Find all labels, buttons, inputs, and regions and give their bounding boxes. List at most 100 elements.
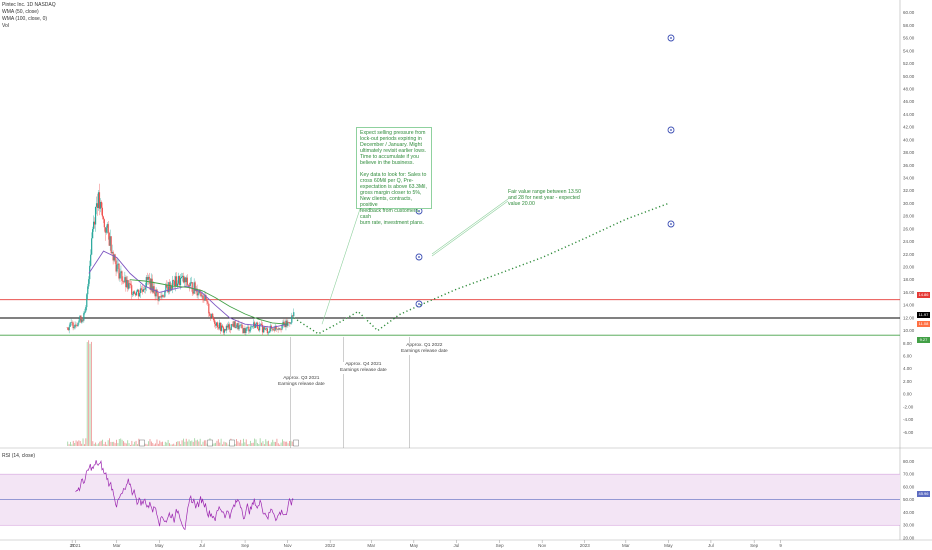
candle-body [166,284,168,287]
candle-body [213,318,215,321]
candle-body [82,319,84,321]
volume-bar [81,443,83,446]
earnings-marker-icon[interactable] [293,439,299,447]
volume-bar [99,441,101,446]
earnings-marker-icon[interactable] [229,439,235,447]
y-tick-label: 32.00 [903,188,915,193]
candle-body [276,328,278,330]
candle-body [265,328,268,329]
volume-bar [215,442,216,446]
y-tick-label: 20.00 [903,265,915,270]
candle-body [229,328,231,331]
volume-bar [273,441,275,446]
volume-bar [153,444,155,446]
volume-bar [198,441,200,446]
candle-body [186,277,188,285]
candle-body [69,322,71,327]
rsi-legend[interactable]: RSI (14, close) [2,453,36,459]
candle-body [252,326,254,327]
price-target-marker[interactable] [667,126,675,134]
candle-body [149,278,151,290]
analysis-note-1[interactable]: Expect selling pressure from lock-out pe… [356,127,432,226]
legend-wma100[interactable]: WMA (100, close, 0) [2,16,48,22]
candle-body [143,289,145,290]
candle-body [139,288,142,294]
forecast-path-line[interactable] [293,202,669,335]
note2-line: value 20.00 [508,201,535,207]
candle-body [178,276,181,286]
candle-body [200,292,202,297]
candle-body [169,282,171,291]
note2-connector [431,200,509,257]
rsi-y-tick-label: 70.00 [903,472,915,477]
analysis-note-2[interactable]: Fair value range between 13.50 and 28 fo… [508,189,598,207]
legend-vol[interactable]: Vol [2,23,9,29]
earnings-marker-icon[interactable] [139,439,145,447]
price-target-marker[interactable] [667,34,675,42]
volume-bar [181,440,183,446]
price-target-marker[interactable] [415,253,423,261]
volume-bar [72,440,74,446]
candle-body [191,282,193,292]
candle-body [274,325,276,331]
candle-body [172,280,174,289]
candle-body [207,301,209,304]
earnings-label-q3-2021[interactable]: Approx. Q3 2021 Earnings release date [278,376,325,388]
volume-bar [286,441,288,446]
legend-symbol[interactable]: Pintec Inc. 1D NASDAQ [2,2,56,8]
earnings-marker-icon[interactable] [207,439,213,447]
candle-body [175,276,178,287]
y-tick-label: 36.00 [903,163,915,168]
earnings-title: Approx. Q1 2022 [406,343,443,348]
volume-bar [192,441,194,446]
candle-body [216,322,218,326]
x-tick-label: Mar [113,543,121,548]
rsi-line[interactable] [75,459,294,531]
volume-bar [86,342,88,446]
candle-body [102,216,104,220]
volume-bar [89,343,91,446]
candle-body [284,323,286,328]
earnings-label-q1-2022[interactable]: Approx. Q1 2022 Earnings release date [401,343,448,355]
candle-body [193,282,195,294]
volume-bar [188,439,190,446]
candle-body [247,326,249,328]
legend-wma50[interactable]: WMA (50, close) [2,9,39,15]
volume-bar [275,441,276,446]
candle-body [118,263,120,279]
candle-body [275,325,277,330]
volume-bar [121,439,123,446]
price-target-marker-dot [670,129,672,131]
volume-bar [249,440,251,446]
wma100-line[interactable] [129,279,288,325]
candle-body [180,276,183,278]
candle-body [125,277,127,288]
note1-line: burn rate, investment plans. [360,220,425,226]
y-tick-label: 6.00 [903,354,912,359]
earnings-label-q4-2021[interactable]: Approx. Q4 2021 Earnings release date [340,362,387,374]
price-target-marker-dot [670,223,672,225]
candle-body [111,251,113,254]
volume-bar [201,444,203,446]
price-target-marker[interactable] [667,220,675,228]
volume-bar [97,443,99,446]
candle-body [86,294,88,308]
candle-body [196,288,198,296]
volume-bar [124,442,126,446]
candle-body [159,296,161,297]
rsi-y-tick-label: 40.00 [903,510,915,515]
candle-body [210,315,212,318]
candle-body [129,283,131,284]
x-tick-label: 2021 [71,543,82,548]
volume-bar [222,444,223,446]
candle-body [97,192,100,208]
candle-body [100,201,103,208]
candle-body [72,322,74,329]
volume-bar [160,442,162,446]
candle-body [264,328,267,330]
candle-body [232,324,234,327]
price-target-marker[interactable] [415,300,423,308]
volume-bar [259,438,261,446]
wma50-line[interactable] [88,250,288,328]
